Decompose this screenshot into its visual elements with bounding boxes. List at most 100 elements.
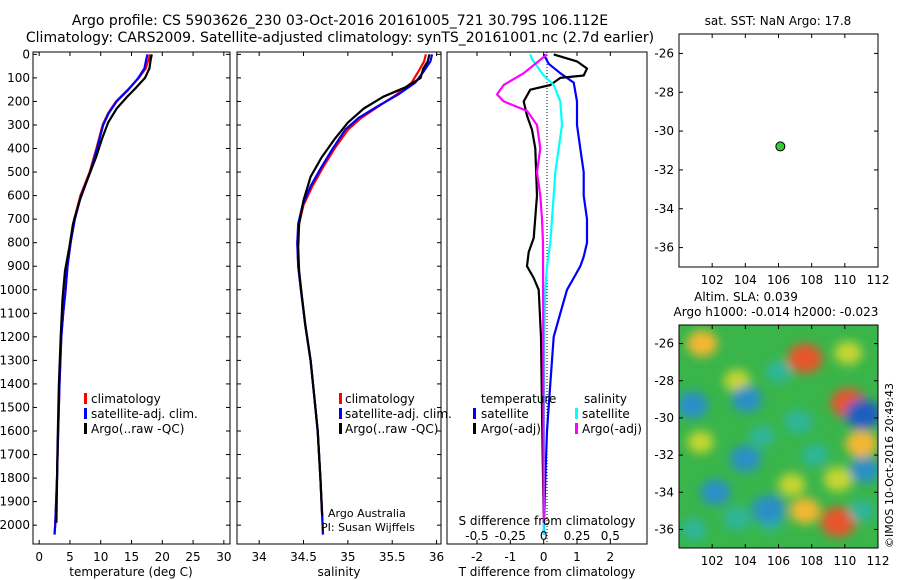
sla-blob (849, 457, 878, 483)
sal-legend-swatch-clim (339, 393, 342, 404)
temperature-xtick-label: 0 (35, 550, 43, 564)
depth-ytick-label: 400 (7, 142, 30, 156)
sst_map-ytick-label: -30 (654, 124, 674, 138)
depth-ytick-label: 900 (7, 259, 30, 273)
sla-heatmap-area (679, 325, 878, 548)
difference-top-tick-label: 0 (540, 529, 548, 543)
diff-legend-swatch-t-argo (473, 423, 476, 434)
sla_map-ytick-label: -32 (654, 448, 674, 462)
salinity-series-2 (297, 54, 431, 516)
sst_map-xtick-label: 110 (833, 273, 856, 287)
diff-legend-swatch-s-argo (575, 423, 578, 434)
sla_map-ytick-label: -26 (654, 337, 674, 351)
depth-ytick-label: 1400 (0, 377, 30, 391)
sla_map-xtick-label: 106 (767, 554, 790, 568)
diff-legend-t-argo: Argo(-adj) (481, 422, 541, 436)
sla-blob (820, 506, 856, 537)
sst_map-xtick-label: 106 (767, 273, 790, 287)
sla_map-ytick-label: -36 (654, 522, 674, 536)
temp-legend-argo: Argo(..raw -QC) (91, 422, 184, 436)
sla-blob (823, 466, 853, 492)
difference-top-tick-label: -0.25 (495, 529, 526, 543)
depth-ytick-label: 1900 (0, 495, 30, 509)
sal-legend-clim: climatology (345, 392, 415, 406)
depth-ytick-label: 200 (7, 94, 30, 108)
sal-legend-swatch-argo (339, 423, 342, 434)
sal-legend-swatch-sat (339, 408, 342, 419)
difference-xtick-label: 0 (540, 550, 548, 564)
salinity-xtick-label: 34 (252, 550, 267, 564)
diff-legend-s-sat: satellite (582, 407, 630, 421)
diff-legend-temperature-title: temperature (481, 392, 556, 406)
diff-legend-swatch-s-sat (575, 408, 578, 419)
depth-ytick-label: 1700 (0, 448, 30, 462)
sla-blob (789, 497, 821, 524)
sla-blob (845, 430, 878, 458)
temperature-xtick-label: 15 (124, 550, 139, 564)
difference-xtick-label: 1 (573, 550, 581, 564)
sst_map-ytick-label: -34 (654, 202, 674, 216)
sst_map-ytick-label: -28 (654, 85, 674, 99)
difference-xlabel: T difference from climatology (458, 565, 636, 579)
sla-blob (729, 445, 761, 473)
difference-xtick-label: -2 (471, 550, 483, 564)
depth-ytick-label: 1100 (0, 306, 30, 320)
difference-series-1 (522, 53, 589, 523)
header-title-line1: Argo profile: CS 5903626_230 03-Oct-2016… (72, 13, 608, 29)
difference-top-tick-label: 0.25 (564, 529, 591, 543)
sla-blob (751, 494, 786, 524)
temp-legend-clim: climatology (91, 392, 161, 406)
temp-legend-sat: satellite-adj. clim. (91, 407, 198, 421)
difference-series-3 (495, 53, 548, 523)
temperature-xtick-label: 25 (185, 550, 200, 564)
depth-ytick-label: 1500 (0, 400, 30, 414)
sst_map-xtick-label: 112 (867, 273, 890, 287)
difference-xtick-label: 2 (607, 550, 615, 564)
diff-legend-t-sat: satellite (481, 407, 529, 421)
depth-ytick-label: 2000 (0, 518, 30, 532)
temperature-xtick-label: 30 (216, 550, 231, 564)
depth-ytick-label: 700 (7, 212, 30, 226)
sla_map-xtick-label: 110 (833, 554, 856, 568)
sla_map-xtick-label: 102 (701, 554, 724, 568)
temp-legend-swatch-clim (84, 393, 87, 404)
difference-top-tick-label: 0.5 (601, 529, 620, 543)
sla-blob (848, 499, 875, 522)
sla-blob (765, 360, 792, 383)
sst_map-xtick-label: 108 (800, 273, 823, 287)
salinity-series-0 (296, 54, 427, 535)
depth-ytick-label: 1800 (0, 471, 30, 485)
diff-legend-swatch-t-sat (473, 408, 476, 419)
sal-legend-sat: satellite-adj. clim. (345, 407, 452, 421)
sla-blob (787, 343, 823, 374)
temperature-xtick-label: 10 (93, 550, 108, 564)
imos-timestamp: ©IMOS 10-Oct-2016 20:49:43 (883, 383, 896, 548)
sst_map-ytick-label: -32 (654, 163, 674, 177)
pi-label: PI: Susan Wijffels (321, 521, 415, 534)
sla-blob (748, 425, 776, 448)
depth-ytick-label: 1000 (0, 283, 30, 297)
sla-blob (778, 473, 806, 497)
salinity-series-1 (296, 54, 434, 535)
diff-legend-s-argo: Argo(-adj) (582, 422, 642, 436)
temperature-xlabel: temperature (deg C) (69, 565, 192, 579)
salinity-legend: climatology satellite-adj. clim. Argo(..… (339, 392, 452, 436)
sla_map-xtick-label: 112 (867, 554, 890, 568)
temp-legend-swatch-argo (84, 423, 87, 434)
depth-ytick-label: 0 (22, 47, 30, 61)
sst_map-ytick-label: -36 (654, 241, 674, 255)
argo-australia-label: Argo Australia (328, 507, 406, 520)
header-title-line2: Climatology: CARS2009. Satellite-adjuste… (26, 30, 654, 46)
difference-series-0 (542, 53, 589, 535)
sla-blob (687, 330, 718, 357)
temperature-xtick-label: 5 (66, 550, 74, 564)
sla_map-ytick-label: -28 (654, 374, 674, 388)
sla-map-title-line2: Argo h1000: -0.014 h2000: -0.023 (674, 305, 879, 319)
depth-ytick-label: 1300 (0, 353, 30, 367)
difference-legend: temperature salinity satellite Argo(-adj… (473, 392, 642, 436)
sla-blob (731, 386, 763, 413)
temp-legend-swatch-sat (84, 408, 87, 419)
sla-blob (700, 479, 731, 506)
sst-map-title: sat. SST: NaN Argo: 17.8 (705, 14, 852, 28)
